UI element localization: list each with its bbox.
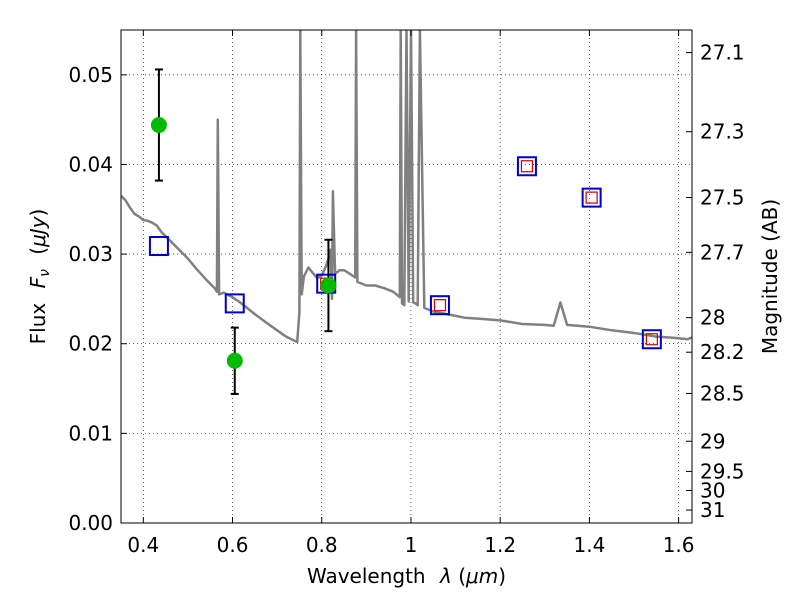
y2-tick-label: 28.5 <box>700 381 745 405</box>
x-tick-label: 1.4 <box>573 533 605 557</box>
y-tick-label: 0.00 <box>68 511 113 535</box>
y-axis-label-close: ) <box>26 209 50 217</box>
y-axis-label: Flux Fν (μJy) <box>26 209 54 345</box>
x-axis-label-unit: μm <box>465 564 498 588</box>
green-circle-point <box>320 277 337 294</box>
red-square-point <box>520 160 534 173</box>
x-axis-label: Wavelength λ (μm) <box>307 564 506 588</box>
y2-tick-label: 29.5 <box>700 459 745 483</box>
y2-tick-label: 28 <box>700 306 725 330</box>
blue-square-point <box>516 156 537 177</box>
y2-tick-label: 29 <box>700 429 725 453</box>
y-axis-label-subscript: ν <box>37 269 53 277</box>
model-spectrum-line <box>121 30 692 344</box>
y-axis-label-text: Flux <box>26 303 50 345</box>
blue-square-point <box>148 236 169 257</box>
y2-tick-label: 27.5 <box>700 186 745 210</box>
x-axis-label-text: Wavelength <box>307 564 426 588</box>
blue-square-point <box>641 329 662 350</box>
blue-square-point <box>429 295 450 316</box>
y-tick-label: 0.05 <box>68 63 113 87</box>
green-circle-point <box>150 117 167 134</box>
plot-frame <box>120 29 693 524</box>
y-axis-label-symbol: F <box>26 276 50 288</box>
blue-square-point <box>224 293 245 314</box>
plot-area <box>121 30 692 395</box>
ticks: 0.4 0.6 0.8 1 1.2 1.4 1.6 0.00 0.01 0.02 0.03 0.04 0… <box>68 30 745 557</box>
x-tick-label: 1.2 <box>484 533 516 557</box>
y2-tick-label: 27.7 <box>700 240 745 264</box>
y2-tick-label: 30 <box>700 478 725 502</box>
red-square-point <box>645 333 658 346</box>
y-tick-label: 0.03 <box>68 242 113 266</box>
y2-axis-label: Magnitude (AB) <box>758 199 782 354</box>
y-axis-label-open: ( <box>26 247 50 255</box>
plot-data <box>121 30 692 395</box>
y2-tick-label: 31 <box>700 498 725 522</box>
y-tick-label: 0.02 <box>68 332 113 356</box>
y2-tick-label: 27.1 <box>700 41 745 65</box>
x-tick-label: 1 <box>405 533 418 557</box>
x-axis-label-open: ( <box>458 564 466 588</box>
x-tick-label: 0.8 <box>306 533 338 557</box>
x-axis-label-symbol: λ <box>439 564 452 588</box>
red-square-point <box>433 299 447 312</box>
y-axis-label-unit: μJy <box>26 215 50 248</box>
x-tick-label: 0.6 <box>217 533 249 557</box>
y2-tick-label: 28.2 <box>700 340 745 364</box>
x-tick-label: 0.4 <box>127 533 159 557</box>
y-tick-label: 0.01 <box>68 421 113 445</box>
x-axis-label-close: ) <box>498 564 506 588</box>
blue-square-point <box>581 187 602 208</box>
green-circle-point <box>226 352 243 369</box>
y2-tick-label: 27.3 <box>700 120 745 144</box>
red-square-point <box>585 191 598 204</box>
y-tick-label: 0.04 <box>68 152 113 176</box>
x-tick-label: 1.6 <box>663 533 695 557</box>
